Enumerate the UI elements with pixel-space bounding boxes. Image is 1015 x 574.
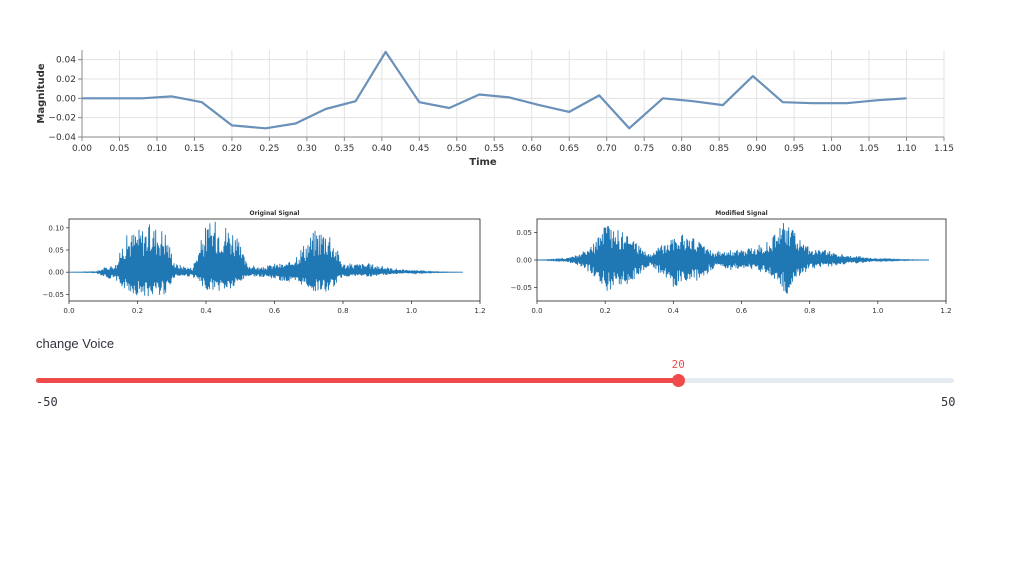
x-tick-label: 0.30 <box>297 144 317 154</box>
x-tick-label: 0.70 <box>597 144 617 154</box>
slider-fill <box>36 378 679 383</box>
modified-signal-x-tick-label: 0.2 <box>600 307 611 315</box>
modified-signal-title: Modified Signal <box>715 210 767 217</box>
original-signal-y-tick-label: 0.00 <box>48 269 64 277</box>
modified-signal-y-tick-label: −0.05 <box>511 284 532 292</box>
modified-signal-x-tick-label: 0.4 <box>668 307 680 315</box>
modified-signal-y-tick-label: 0.00 <box>516 257 532 265</box>
modified-signal-x-tick-label: 0.0 <box>531 307 542 315</box>
original-signal-title: Original Signal <box>250 210 300 217</box>
x-tick-label: 0.90 <box>747 144 767 154</box>
x-tick-label: 0.60 <box>522 144 542 154</box>
slider-label: change Voice <box>36 336 115 351</box>
x-tick-label: 1.05 <box>859 144 879 154</box>
x-tick-label: 1.00 <box>822 144 842 154</box>
original-signal-y-tick-label: 0.10 <box>48 224 64 232</box>
original-signal-x-tick-label: 0.8 <box>337 307 348 315</box>
original-signal-x-tick-label: 0.0 <box>63 307 74 315</box>
original-signal-y-tick-label: −0.05 <box>43 291 64 299</box>
x-tick-label: 1.10 <box>896 144 916 154</box>
x-tick-label: 0.40 <box>372 144 392 154</box>
original-signal-y-tick-label: 0.05 <box>48 247 64 255</box>
original-signal-x-tick-label: 1.0 <box>406 307 417 315</box>
original-signal-waveform <box>69 221 463 297</box>
magnitude-series-line <box>82 50 907 130</box>
magnitude-time-chart[interactable]: 0.00 0.05 0.10 0.15 0.20 0.25 0.30 0.35 0.40 0.45… <box>0 0 1015 180</box>
x-tick-label: 0.85 <box>709 144 729 154</box>
x-tick-label: 0.05 <box>109 144 129 154</box>
y-axis-title: Magnitude <box>36 63 47 123</box>
original-signal-x-tick-label: 0.4 <box>200 307 212 315</box>
modified-signal-x-tick-label: 1.0 <box>872 307 883 315</box>
x-tick-label: 0.10 <box>147 144 167 154</box>
modified-signal-x-tick-label: 0.6 <box>736 307 748 315</box>
x-axis-title: Time <box>469 157 497 168</box>
original-signal-x-tick-label: 0.2 <box>132 307 143 315</box>
x-tick-label: 0.55 <box>484 144 504 154</box>
y-tick-label: −0.02 <box>48 114 76 124</box>
original-signal-x-tick-label: 0.6 <box>269 307 281 315</box>
slider-current-value: 20 <box>671 358 685 371</box>
x-tick-label: 1.15 <box>934 144 954 154</box>
modified-signal-x-tick-label: 1.2 <box>940 307 951 315</box>
x-tick-label: 0.65 <box>559 144 579 154</box>
x-tick-label: 0.00 <box>72 144 92 154</box>
x-tick-label: 0.80 <box>672 144 692 154</box>
y-tick-label: 0.02 <box>56 75 76 85</box>
x-tick-label: 0.75 <box>634 144 654 154</box>
x-tick-label: 0.45 <box>409 144 429 154</box>
x-tick-label: 0.20 <box>222 144 242 154</box>
modified-signal-waveform <box>537 223 929 294</box>
slider-max-label: 50 <box>941 395 956 409</box>
modified-signal-x-tick-label: 0.8 <box>804 307 815 315</box>
y-tick-label: 0.00 <box>56 94 76 104</box>
x-tick-label: 0.35 <box>334 144 354 154</box>
x-tick-label: 0.25 <box>259 144 279 154</box>
x-tick-label: 0.95 <box>784 144 804 154</box>
y-tick-label: −0.04 <box>48 133 76 143</box>
slider-min-label: -50 <box>36 395 58 409</box>
slider-thumb[interactable] <box>672 374 686 387</box>
modified-signal-y-tick-label: 0.05 <box>516 229 532 237</box>
y-tick-label: 0.04 <box>56 56 76 66</box>
x-tick-label: 0.50 <box>447 144 467 154</box>
original-signal-plot: Original Signal 0.0 0.2 0.4 0.6 0.8 1.0 1.2 0.10… <box>43 210 952 315</box>
original-signal-x-tick-label: 1.2 <box>474 307 485 315</box>
x-tick-label: 0.15 <box>184 144 204 154</box>
